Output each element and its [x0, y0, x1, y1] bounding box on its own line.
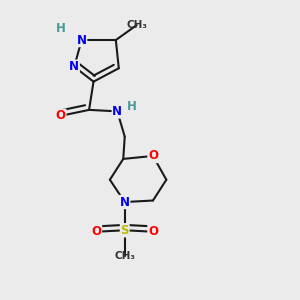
Text: N: N: [69, 60, 79, 73]
Text: S: S: [121, 224, 129, 237]
Text: O: O: [148, 149, 158, 162]
Text: N: N: [120, 196, 130, 208]
Text: H: H: [127, 100, 137, 113]
Text: N: N: [76, 34, 87, 46]
Text: O: O: [56, 109, 66, 122]
Text: CH₃: CH₃: [126, 20, 147, 30]
Text: H: H: [56, 22, 66, 34]
Text: O: O: [92, 225, 101, 238]
Text: O: O: [148, 225, 158, 238]
Text: N: N: [112, 105, 122, 118]
Text: CH₃: CH₃: [114, 250, 135, 260]
